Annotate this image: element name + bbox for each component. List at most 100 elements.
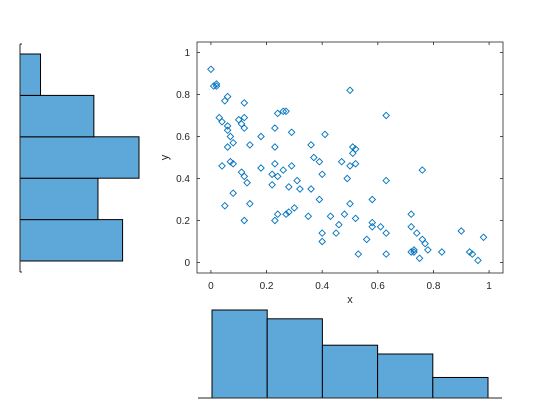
scatter-point bbox=[268, 180, 276, 189]
scatter-point bbox=[257, 164, 265, 172]
scatter-point bbox=[257, 132, 265, 141]
y-histogram-bars bbox=[19, 53, 140, 262]
scatter-point bbox=[218, 162, 226, 170]
scatter-point bbox=[223, 122, 232, 130]
scatter-point bbox=[457, 227, 466, 235]
scatter-point bbox=[376, 222, 385, 231]
scatter-point bbox=[246, 199, 254, 208]
scatter-point bbox=[293, 176, 301, 185]
scatter-point bbox=[368, 222, 377, 231]
scatter-point bbox=[290, 204, 299, 212]
scatter-point bbox=[271, 143, 279, 151]
scatter-point bbox=[418, 166, 427, 174]
scatter-point bbox=[223, 92, 232, 101]
y-tick-label: 0.6 bbox=[176, 132, 190, 143]
scatter-point bbox=[240, 124, 249, 132]
x-tick-label: 0.6 bbox=[371, 281, 385, 292]
scatter-point bbox=[218, 117, 226, 126]
scatter-point bbox=[407, 248, 416, 256]
y-histogram-bar bbox=[19, 136, 140, 179]
scatter-point bbox=[382, 176, 391, 185]
scatter-point bbox=[273, 109, 282, 118]
scatter-point bbox=[346, 86, 354, 95]
scatter-point bbox=[407, 210, 416, 219]
x-tick-label: 0.8 bbox=[427, 281, 441, 292]
scatter-point bbox=[296, 185, 304, 193]
scatter-point bbox=[282, 210, 290, 219]
scatter-point bbox=[318, 229, 327, 237]
scatter-point bbox=[410, 248, 418, 256]
scatter-point bbox=[284, 208, 293, 216]
scatter-point bbox=[362, 235, 371, 244]
x-tick-label: 0 bbox=[208, 281, 214, 292]
scatter-point bbox=[346, 199, 354, 208]
x-axis-label: x bbox=[347, 294, 353, 306]
scatter-point bbox=[209, 82, 218, 90]
scatter-point bbox=[318, 170, 327, 179]
x-histogram-bar bbox=[432, 376, 489, 399]
scatter-point bbox=[304, 212, 313, 221]
scatter-point bbox=[315, 157, 324, 166]
scatter-point bbox=[382, 250, 391, 258]
scatter-point bbox=[368, 218, 377, 227]
scatter-point bbox=[309, 153, 318, 162]
scatter-point bbox=[421, 239, 429, 248]
scatter-point bbox=[335, 220, 343, 229]
scatter-point bbox=[351, 159, 360, 168]
scatter-ticks: 0 0.2 0.4 0.6 0.8 1 0 0.2 0.4 0.6 0.8 1 bbox=[176, 42, 503, 292]
scatter-point bbox=[468, 250, 477, 258]
scatter-point bbox=[271, 159, 279, 168]
scatter-point bbox=[382, 229, 391, 237]
y-histogram-bar bbox=[19, 219, 124, 262]
scatter-point bbox=[271, 124, 279, 132]
scatter-point bbox=[354, 250, 363, 258]
scatter-point bbox=[351, 145, 360, 153]
scatter-points bbox=[207, 65, 488, 265]
scatter-axes-box bbox=[196, 41, 504, 274]
scatter-point bbox=[240, 113, 249, 122]
scatter-point bbox=[340, 210, 349, 219]
scatter-point bbox=[287, 128, 296, 137]
y-tick-label: 1 bbox=[184, 48, 190, 59]
scatter-point bbox=[212, 80, 221, 88]
scatter-point bbox=[287, 162, 296, 170]
scatter-point bbox=[240, 216, 249, 225]
scatter-point bbox=[368, 195, 377, 204]
scatter-point bbox=[326, 212, 335, 221]
scatter-point bbox=[268, 170, 276, 179]
scatter-point bbox=[246, 141, 254, 149]
x-histogram-bar bbox=[211, 309, 268, 399]
scatter-point bbox=[412, 229, 421, 237]
x-histogram-bar bbox=[266, 318, 323, 399]
y-tick-label: 0.8 bbox=[176, 90, 190, 101]
y-histogram bbox=[19, 43, 140, 273]
scatter-point bbox=[382, 111, 391, 120]
y-axis-label: y bbox=[159, 154, 171, 160]
x-tick-label: 0.2 bbox=[260, 281, 274, 292]
x-histogram-bar bbox=[321, 344, 379, 399]
scatter-point bbox=[279, 107, 288, 116]
scatter-point bbox=[343, 174, 352, 183]
scatter-point bbox=[240, 99, 249, 107]
scatter-point bbox=[220, 201, 229, 210]
scatter-plot: 0 0.2 0.4 0.6 0.8 1 0 0.2 0.4 0.6 0.8 1 x y bbox=[159, 41, 504, 306]
scatter-point bbox=[437, 248, 446, 256]
scatter-point bbox=[243, 178, 251, 187]
scatter-point bbox=[337, 157, 346, 166]
scatter-point bbox=[271, 216, 279, 225]
scatter-point bbox=[315, 195, 324, 204]
scatter-point bbox=[474, 256, 482, 265]
scatter-point bbox=[229, 138, 238, 147]
scatter-point bbox=[332, 229, 340, 237]
scatter-point bbox=[229, 189, 238, 198]
y-tick-label: 0 bbox=[184, 258, 190, 269]
scatter-point bbox=[424, 246, 432, 254]
scatter-point bbox=[284, 183, 293, 191]
y-histogram-bar bbox=[19, 177, 99, 221]
x-tick-label: 0.4 bbox=[315, 281, 329, 292]
scatter-point bbox=[273, 210, 282, 219]
scatter-point bbox=[307, 141, 315, 149]
y-histogram-bar bbox=[19, 94, 95, 138]
scatter-point bbox=[226, 132, 235, 141]
